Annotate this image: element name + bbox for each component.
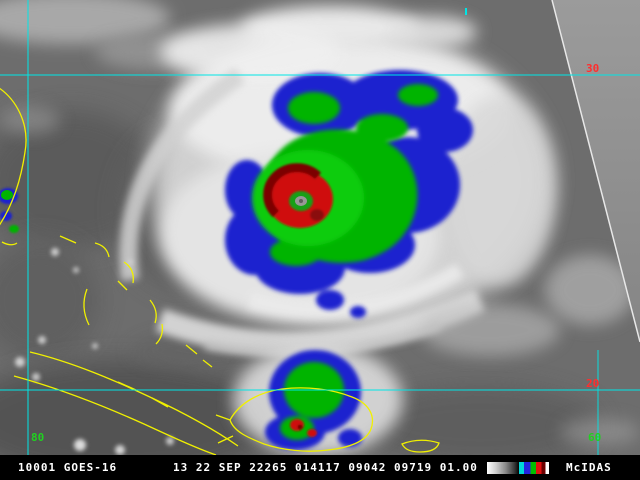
- coastline-puerto-rico: [401, 439, 440, 453]
- coastline-hispaniola: [215, 387, 374, 452]
- left-edge-storm-cells: [0, 188, 19, 233]
- label-lat-30: 30: [586, 62, 599, 75]
- bahamas-islands: [59, 235, 213, 368]
- coastline-cuba: [13, 351, 239, 455]
- image-datetime-info: 13 22 SEP 22265 014117 09042 09719 01.00: [173, 461, 478, 474]
- frame-satellite-label: 10001 GOES-16: [18, 461, 118, 474]
- status-bar: 10001 GOES-16 13 22 SEP 22265 014117 090…: [0, 455, 640, 480]
- grid-labels: 30 20 80 60: [31, 62, 601, 444]
- lat-lon-grid: [0, 0, 640, 455]
- scan-edge: [551, 0, 640, 343]
- hurricane-eye: [289, 191, 313, 211]
- coastline-florida-keys: [1, 241, 18, 246]
- coastlines: [0, 87, 440, 455]
- coastline-florida: [0, 87, 27, 226]
- label-lon-60: 60: [588, 431, 601, 444]
- mcidas-logo: McIDAS: [566, 461, 612, 474]
- ir-enhancement-overlay: [0, 70, 473, 450]
- label-lon-80: 80: [31, 431, 44, 444]
- satellite-image: 30 20 80 60: [0, 0, 640, 455]
- label-lat-20: 20: [586, 377, 599, 390]
- enhancement-colorbar: [487, 462, 549, 474]
